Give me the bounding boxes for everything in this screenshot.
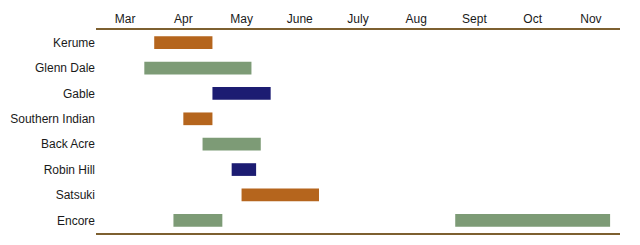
svg-text:Nov: Nov: [580, 12, 601, 26]
svg-text:Satsuki: Satsuki: [56, 188, 95, 202]
svg-text:Oct: Oct: [523, 12, 542, 26]
svg-text:May: May: [230, 12, 253, 26]
svg-text:Back Acre: Back Acre: [41, 137, 95, 151]
svg-text:Sept: Sept: [462, 12, 487, 26]
svg-text:Aug: Aug: [406, 12, 427, 26]
svg-text:June: June: [287, 12, 313, 26]
svg-text:Glenn Dale: Glenn Dale: [35, 61, 95, 75]
svg-text:Robin Hill: Robin Hill: [44, 163, 95, 177]
svg-text:Mar: Mar: [115, 12, 136, 26]
svg-text:Gable: Gable: [63, 87, 95, 101]
svg-text:Encore: Encore: [57, 214, 95, 228]
svg-text:July: July: [347, 12, 368, 26]
svg-text:Apr: Apr: [174, 12, 193, 26]
svg-text:Southern Indian: Southern Indian: [10, 112, 95, 126]
svg-text:Kerume: Kerume: [53, 36, 95, 50]
